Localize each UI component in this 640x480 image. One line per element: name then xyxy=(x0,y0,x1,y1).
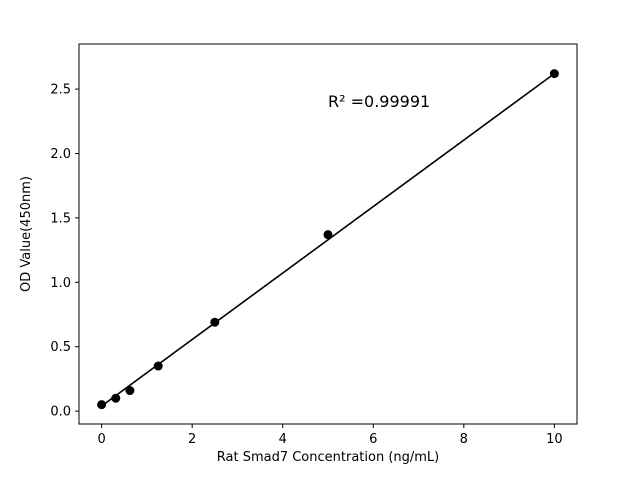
plot-area xyxy=(78,43,578,425)
x-tick-label: 0 xyxy=(97,432,105,447)
x-tick-label: 4 xyxy=(279,432,287,447)
y-tick-label: 2.0 xyxy=(50,147,71,162)
data-point xyxy=(153,361,163,371)
data-point xyxy=(549,69,559,79)
data-point xyxy=(97,400,107,410)
y-tick-label: 1.5 xyxy=(50,211,71,226)
data-point xyxy=(111,393,121,403)
data-point xyxy=(210,317,220,327)
y-tick-label: 0.5 xyxy=(50,340,71,355)
data-point xyxy=(323,230,333,240)
x-axis-label: Rat Smad7 Concentration (ng/mL) xyxy=(217,450,440,465)
fit-line xyxy=(101,72,555,407)
x-tick-label: 10 xyxy=(546,432,563,447)
y-tick-label: 0.0 xyxy=(50,405,71,420)
y-axis-label: OD Value(450nm) xyxy=(19,176,34,292)
y-tick-label: 2.5 xyxy=(50,83,71,98)
x-tick-label: 8 xyxy=(460,432,468,447)
x-tick-label: 6 xyxy=(369,432,377,447)
data-point xyxy=(125,386,135,396)
x-tick-label: 2 xyxy=(188,432,196,447)
y-tick-label: 1.0 xyxy=(50,276,71,291)
r-squared-annotation: R² =0.99991 xyxy=(328,92,430,111)
